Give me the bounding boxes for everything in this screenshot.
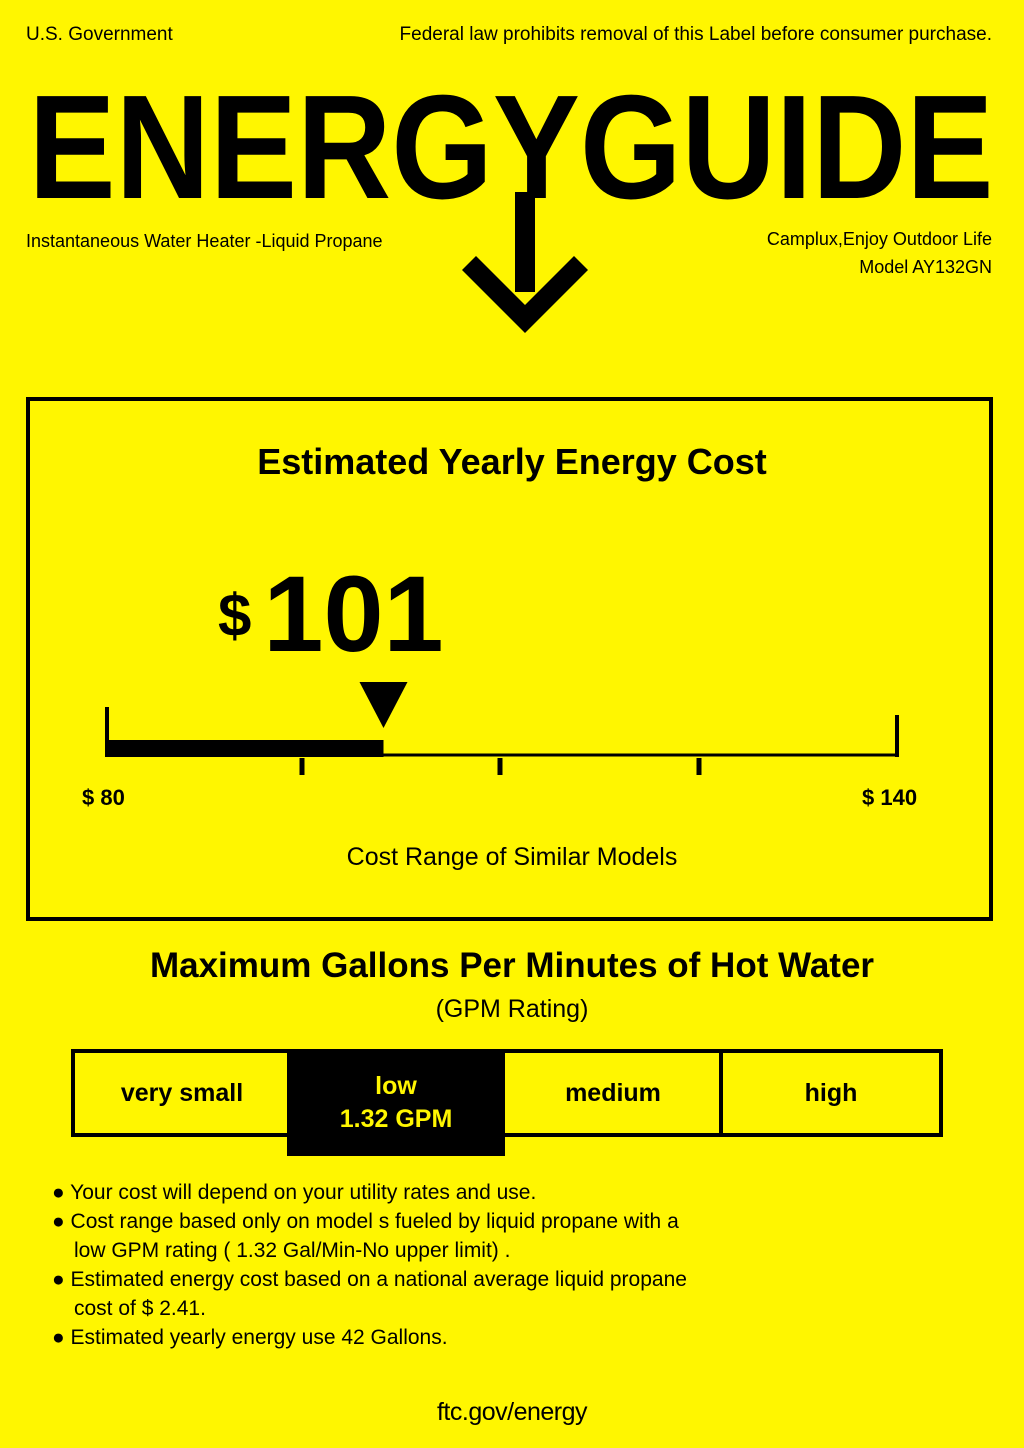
gpm-heading: Maximum Gallons Per Minutes of Hot Water: [149, 946, 875, 985]
cost-range-scale: [105, 682, 899, 775]
gpm-active-value: 1.32 GPM: [339, 1104, 453, 1133]
cost-currency: $: [218, 582, 252, 649]
note-item: ● Estimated energy cost based on a natio…: [52, 1268, 687, 1291]
gpm-cell-high: high: [719, 1053, 939, 1133]
scale-fill-bar: [107, 740, 384, 757]
range-min-label: $ 80: [82, 785, 125, 810]
note-item: ● Your cost will depend on your utility …: [52, 1181, 537, 1204]
brand-name: Camplux,Enjoy Outdoor Life: [766, 229, 992, 249]
gpm-subheading: (GPM Rating): [435, 995, 589, 1023]
energyguide-title-text: ENERGYGUIDE: [29, 80, 994, 220]
product-type: Instantaneous Water Heater -Liquid Propa…: [26, 231, 383, 251]
note-item-continued: low GPM rating ( 1.32 Gal/Min-No upper l…: [74, 1239, 511, 1262]
model-number: AY132GN: [912, 257, 992, 277]
model-label: Model: [859, 257, 909, 277]
energyguide-title: ENERGYGUIDE: [29, 80, 994, 220]
note-item: ● Cost range based only on model s fuele…: [52, 1210, 679, 1233]
legal-notice: Federal law prohibits removal of this La…: [399, 24, 992, 45]
footer-url: ftc.gov/energy: [436, 1398, 588, 1426]
gpm-active-label: low: [375, 1072, 417, 1100]
gpm-rating-bar: very small medium high: [71, 1049, 943, 1137]
range-max-label: $ 140: [862, 785, 918, 810]
note-item: ● Estimated yearly energy use 42 Gallons…: [52, 1326, 448, 1349]
model-info: Model AY132GN: [859, 257, 992, 278]
cost-value: $101: [218, 560, 444, 668]
gpm-cell-very-small: very small: [120, 1078, 244, 1107]
gpm-cell-medium: medium: [565, 1078, 661, 1107]
cost-panel: [26, 397, 993, 921]
government-label: U.S. Government: [26, 24, 173, 45]
range-caption: Cost Range of Similar Models: [346, 843, 678, 871]
cost-heading: Estimated Yearly Energy Cost: [257, 441, 767, 482]
note-item-continued: cost of $ 2.41.: [74, 1297, 206, 1320]
down-arrow-icon: [462, 192, 588, 333]
notes-list: ● Your cost will depend on your utility …: [52, 1178, 687, 1352]
cost-pointer-icon: [359, 682, 408, 728]
cost-amount: 101: [263, 553, 444, 674]
gpm-active-category: low 1.32 GPM: [287, 1049, 505, 1156]
